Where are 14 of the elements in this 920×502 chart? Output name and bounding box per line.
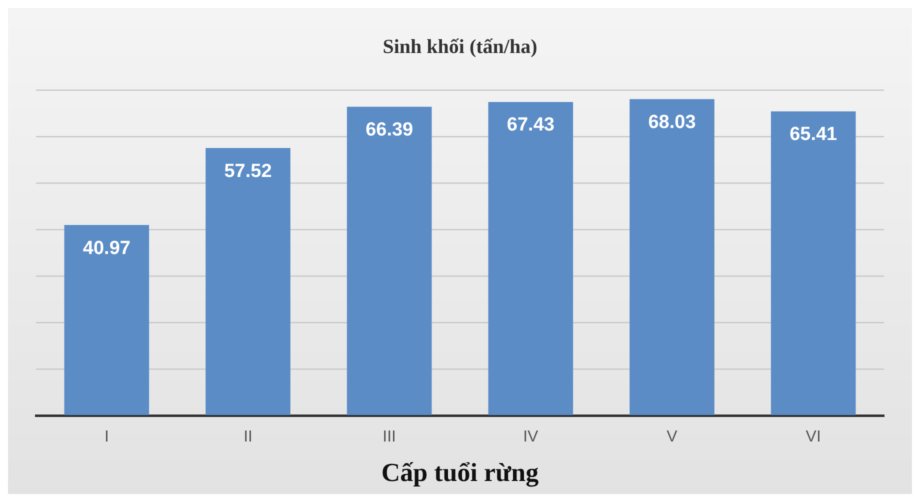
data-label: 40.97 <box>82 238 130 259</box>
x-tick-label: IV <box>523 428 539 446</box>
chart-title: Sinh khối (tấn/ha) <box>382 36 538 58</box>
x-tick-label: II <box>244 428 252 446</box>
x-tick-label: III <box>382 428 396 446</box>
data-label: 65.41 <box>790 124 838 146</box>
x-tick-label: I <box>104 428 109 446</box>
data-label: 66.39 <box>366 120 414 141</box>
x-tick-label: V <box>666 428 678 446</box>
data-label: 67.43 <box>506 114 554 136</box>
data-label: 57.52 <box>224 160 272 182</box>
data-label: 68.03 <box>648 112 696 133</box>
x-axis-title: Cấp tuổi rừng <box>381 458 539 488</box>
x-tick-label: VI <box>806 428 821 446</box>
